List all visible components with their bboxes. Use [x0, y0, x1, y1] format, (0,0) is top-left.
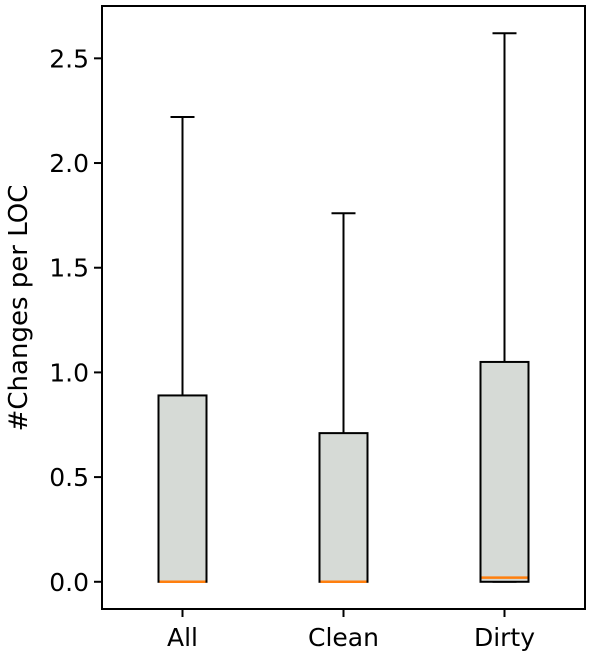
y-tick-label: 0.0: [49, 568, 89, 597]
y-tick-label: 2.0: [49, 149, 89, 178]
iqr-box: [318, 432, 369, 583]
x-tick-label: Clean: [308, 623, 379, 652]
y-tick-label: 0.5: [49, 463, 89, 492]
iqr-box: [479, 360, 530, 583]
y-axis-title: #Changes per LOC: [4, 185, 34, 432]
y-tick-label: 2.5: [49, 44, 89, 73]
plot-area: [157, 32, 530, 584]
y-tick-label: 1.0: [49, 358, 89, 387]
box-all: [157, 115, 208, 584]
x-tick-label: Dirty: [474, 623, 535, 652]
box-dirty: [479, 32, 530, 583]
y-tick-label: 1.5: [49, 254, 89, 283]
x-axis: All Clean Dirty: [167, 609, 535, 652]
x-tick-label: All: [167, 623, 198, 652]
iqr-box: [157, 394, 208, 583]
box-clean: [318, 212, 369, 584]
y-axis: 0.0 0.5 1.0 1.5 2.0 2.5: [49, 44, 102, 597]
